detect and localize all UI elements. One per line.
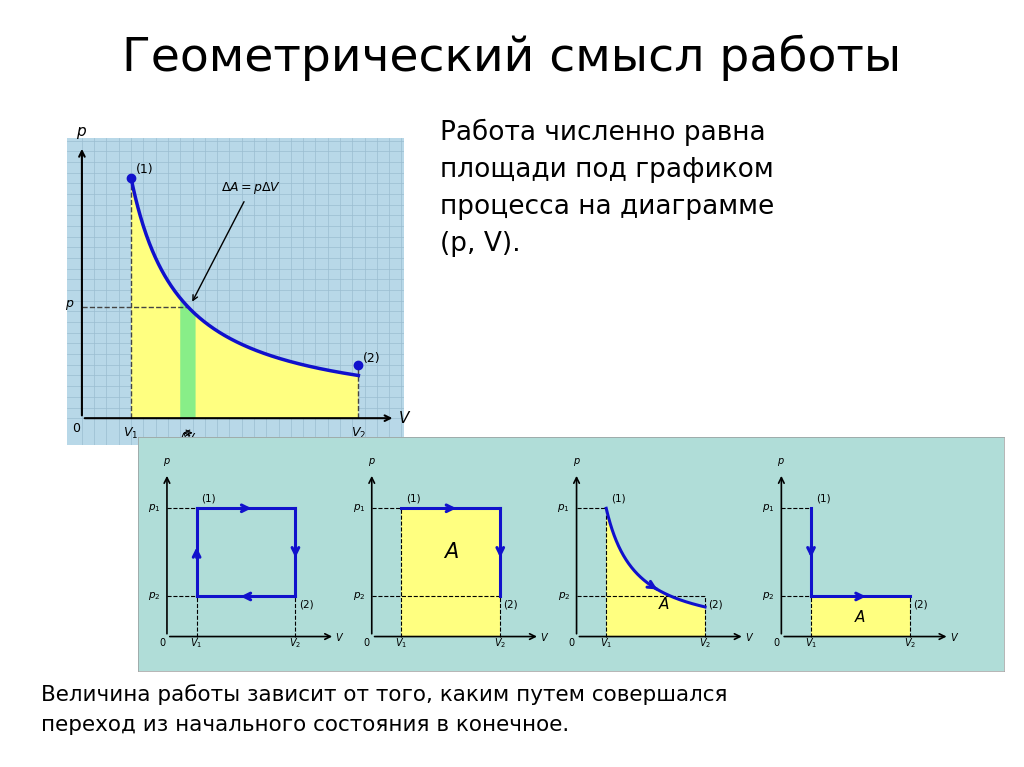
Text: $p_1$: $p_1$ <box>762 502 775 515</box>
Text: $V$: $V$ <box>744 631 754 644</box>
Text: 0: 0 <box>364 638 370 648</box>
Text: $V_1$: $V_1$ <box>600 636 612 650</box>
Text: $p_2$: $p_2$ <box>352 591 366 602</box>
Text: $p_1$: $p_1$ <box>352 502 366 515</box>
Text: $V_1$: $V_1$ <box>190 636 203 650</box>
Text: 0: 0 <box>568 638 574 648</box>
Text: Работа численно равна
площади под графиком
процесса на диаграмме
(р, V).: Работа численно равна площади под график… <box>440 119 774 257</box>
Text: $p_2$: $p_2$ <box>147 591 161 602</box>
Text: $V$: $V$ <box>398 410 412 426</box>
Text: $V_1$: $V_1$ <box>395 636 408 650</box>
Bar <box>401 509 501 637</box>
Text: $p$: $p$ <box>777 456 785 468</box>
Text: $\Delta V$: $\Delta V$ <box>179 431 197 443</box>
Text: $V_1$: $V_1$ <box>805 636 817 650</box>
Text: (1): (1) <box>611 494 626 504</box>
Text: $p$: $p$ <box>368 456 376 468</box>
Text: $V$: $V$ <box>949 631 958 644</box>
Text: (1): (1) <box>407 494 421 504</box>
Text: $V_2$: $V_2$ <box>290 636 301 650</box>
Text: $p_1$: $p_1$ <box>557 502 570 515</box>
Polygon shape <box>131 178 358 418</box>
Text: (2): (2) <box>913 600 928 610</box>
Text: Величина работы зависит от того, каким путем совершался
переход из начального со: Величина работы зависит от того, каким п… <box>41 684 727 736</box>
Text: $V_2$: $V_2$ <box>351 426 366 441</box>
Text: $A$: $A$ <box>442 542 459 562</box>
Text: 0: 0 <box>72 422 80 435</box>
Text: $p$: $p$ <box>163 456 171 468</box>
Text: 0: 0 <box>159 638 165 648</box>
Polygon shape <box>606 509 706 637</box>
Text: $V_2$: $V_2$ <box>699 636 711 650</box>
Text: $V_2$: $V_2$ <box>904 636 915 650</box>
Text: (2): (2) <box>299 600 313 610</box>
Text: (2): (2) <box>504 600 518 610</box>
Text: $V$: $V$ <box>335 631 344 644</box>
Text: $A$: $A$ <box>854 608 866 624</box>
Text: $V$: $V$ <box>540 631 549 644</box>
Text: (1): (1) <box>816 494 830 504</box>
Text: (1): (1) <box>135 163 154 176</box>
Polygon shape <box>180 298 196 418</box>
Text: $p$: $p$ <box>77 125 87 140</box>
Text: (2): (2) <box>364 352 381 365</box>
Text: (2): (2) <box>709 600 723 610</box>
Text: $\Delta A = p\Delta V$: $\Delta A = p\Delta V$ <box>193 180 281 301</box>
Text: $p_2$: $p_2$ <box>762 591 775 602</box>
Text: $V_1$: $V_1$ <box>124 426 138 441</box>
Text: $p$: $p$ <box>65 298 75 312</box>
Text: $A$: $A$ <box>657 597 670 613</box>
Text: (1): (1) <box>202 494 216 504</box>
Text: $p_2$: $p_2$ <box>557 591 570 602</box>
Text: $p_1$: $p_1$ <box>147 502 161 515</box>
Text: $p$: $p$ <box>572 456 581 468</box>
Text: Геометрический смысл работы: Геометрический смысл работы <box>123 35 901 81</box>
Text: $V_2$: $V_2$ <box>495 636 506 650</box>
Bar <box>811 597 910 637</box>
Text: 0: 0 <box>773 638 779 648</box>
